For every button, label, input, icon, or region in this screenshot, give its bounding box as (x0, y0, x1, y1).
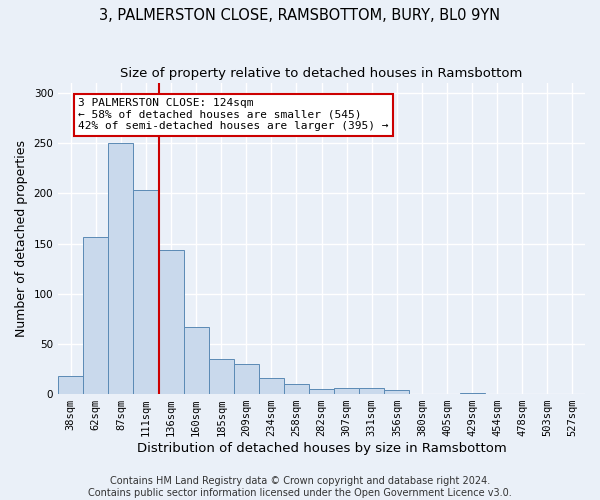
Bar (385, 390, 409, 394)
Bar (133, 190, 158, 394)
Bar (359, 388, 385, 394)
X-axis label: Distribution of detached houses by size in Ramsbottom: Distribution of detached houses by size … (137, 442, 506, 455)
Bar (460, 393, 485, 394)
Text: 3 PALMERSTON CLOSE: 124sqm
← 58% of detached houses are smaller (545)
42% of sem: 3 PALMERSTON CLOSE: 124sqm ← 58% of deta… (78, 98, 389, 132)
Bar (109, 144, 133, 394)
Bar (184, 327, 209, 394)
Bar (284, 384, 309, 394)
Bar (234, 364, 259, 394)
Bar (58, 376, 83, 394)
Text: 3, PALMERSTON CLOSE, RAMSBOTTOM, BURY, BL0 9YN: 3, PALMERSTON CLOSE, RAMSBOTTOM, BURY, B… (100, 8, 500, 22)
Bar (209, 359, 234, 394)
Bar (158, 250, 184, 394)
Bar (309, 389, 334, 394)
Bar (83, 236, 109, 394)
Bar (259, 378, 284, 394)
Y-axis label: Number of detached properties: Number of detached properties (15, 140, 28, 337)
Text: Contains HM Land Registry data © Crown copyright and database right 2024.
Contai: Contains HM Land Registry data © Crown c… (88, 476, 512, 498)
Bar (334, 388, 359, 394)
Title: Size of property relative to detached houses in Ramsbottom: Size of property relative to detached ho… (121, 68, 523, 80)
